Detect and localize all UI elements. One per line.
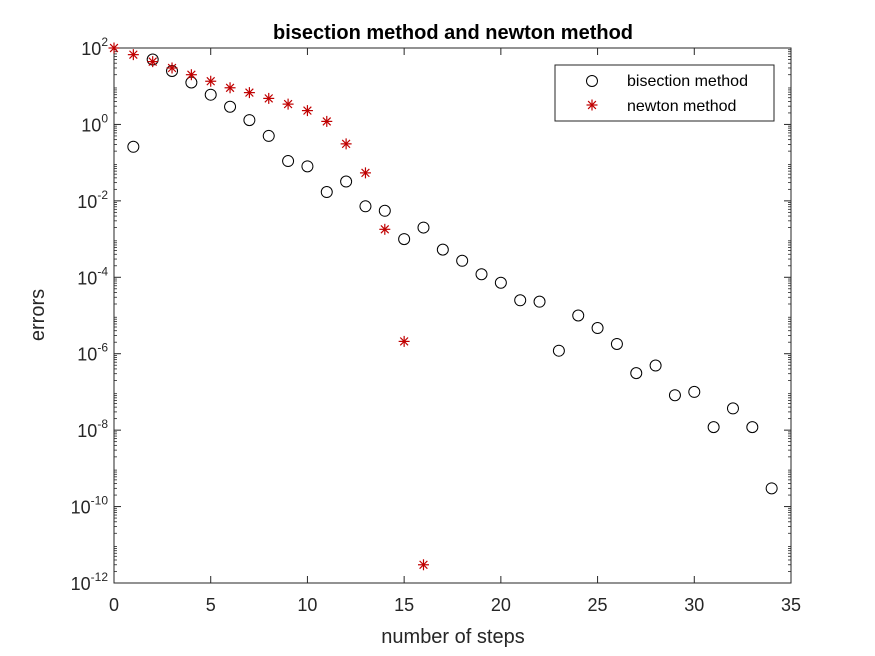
x-tick-label: 0 [109,595,119,615]
bisection-point [688,385,701,398]
bisection-point [649,359,662,372]
y-tick-label: 10-12 [71,570,109,594]
bisection-point [243,114,256,127]
legend-label-newton: newton method [627,98,736,115]
x-tick-label: 10 [297,595,317,615]
y-axis-label: errors [27,289,49,341]
newton-point [185,69,197,81]
data-markers [108,42,778,571]
bisection-point [204,88,217,101]
bisection-point [475,268,488,281]
legend-marker-bisection [586,75,598,87]
bisection-point [610,337,623,350]
newton-point [263,92,275,104]
bisection-point [320,186,333,199]
newton-point [359,167,371,179]
bisection-point [630,367,643,380]
bisection-point [765,482,778,495]
bisection-point [282,155,295,168]
newton-point [166,62,178,74]
legend-circle-marker [586,75,598,87]
bisection-point [456,254,469,267]
bisection-point [224,100,237,113]
newton-point [205,75,217,87]
legend-label-bisection: bisection method [627,73,748,90]
newton-point [224,82,236,94]
x-tick-label: 20 [491,595,511,615]
bisection-point [552,344,565,357]
newton-point [282,98,294,110]
legend-box [554,64,775,122]
bisection-point [127,140,140,153]
x-tick-label: 25 [588,595,608,615]
bisection-point [340,175,353,188]
newton-point [398,335,410,347]
newton-point [340,138,352,150]
legend: bisection method newton method [554,64,775,122]
bisection-point [494,276,507,289]
bisection-point [572,309,585,322]
newton-point [379,223,391,235]
y-tick-label: 10-6 [77,341,108,365]
y-tick-label: 10-10 [71,494,109,518]
newton-point [321,115,333,127]
bisection-point [726,402,739,415]
y-tick-label: 10-4 [77,264,108,288]
bisection-point [417,221,430,234]
newton-point [301,105,313,117]
bisection-point [707,421,720,434]
y-tick-label: 10-8 [77,417,108,441]
newton-point [108,42,120,54]
newton-point [147,56,159,68]
bisection-point [746,421,759,434]
y-axis: 10-12 10-10 10-8 10-6 10-4 10-2 100 102 [71,35,791,594]
x-tick-label: 5 [206,595,216,615]
bisection-point [668,389,681,402]
bisection-point [262,129,275,142]
bisection-point [398,233,411,246]
newton-point [243,87,255,99]
x-tick-label: 15 [394,595,414,615]
legend-marker-newton [586,99,598,111]
x-tick-label: 30 [684,595,704,615]
y-tick-label: 100 [81,111,108,135]
newton-point [417,559,429,571]
y-tick-label: 10-2 [77,188,108,212]
chart-title: bisection method and newton method [273,22,633,44]
newton-point [127,49,139,61]
plot-area [113,47,792,584]
bisection-point [533,295,546,308]
bisection-point [359,200,372,213]
x-tick-label: 35 [781,595,801,615]
bisection-point [301,160,314,173]
bisection-point [378,204,391,217]
bisection-point [514,294,527,307]
legend-asterisk-marker [586,99,598,111]
y-tick-label: 102 [81,35,108,59]
x-axis: 0 5 10 15 20 25 30 35 [109,48,801,615]
bisection-point [436,243,449,256]
bisection-point [591,322,604,335]
x-axis-label: number of steps [381,626,524,648]
